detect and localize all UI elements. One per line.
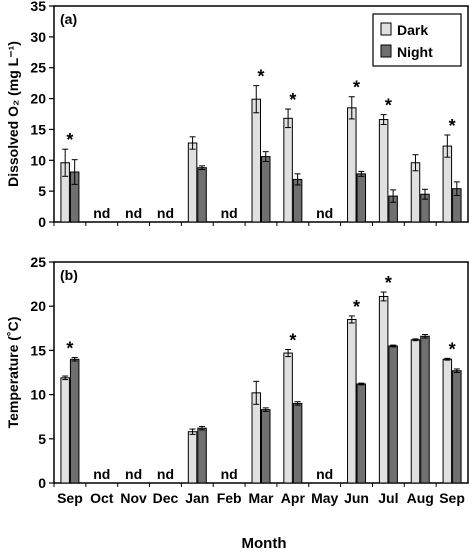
legend-night-label: Night <box>397 44 433 60</box>
dark-bar <box>347 107 357 223</box>
panel-label: (a) <box>60 11 77 27</box>
nd-label: nd <box>93 205 110 221</box>
y-tick-label: 20 <box>30 91 46 107</box>
y-axis-title: Temperature (˚C) <box>5 317 21 429</box>
night-bar <box>420 335 430 484</box>
y-tick-label: 20 <box>30 298 46 314</box>
night-bar <box>197 167 207 223</box>
y-axis-title: Dissolved O₂ (mg L⁻¹) <box>5 41 21 187</box>
dark-bar <box>283 117 293 223</box>
night-bar <box>388 345 398 484</box>
significance-star: * <box>449 339 456 359</box>
nd-label: nd <box>316 466 333 482</box>
x-tick-label: Oct <box>90 490 114 506</box>
night-bar <box>356 383 367 484</box>
x-axis-title: Month <box>242 535 287 552</box>
panel-a: 0 5 10 15 20 25 30 35 Dissolved O₂ (mg L⁻¹) (a) * n… <box>5 0 469 230</box>
significance-star: * <box>449 116 456 136</box>
dark-bar <box>283 352 293 484</box>
y-tick-label: 0 <box>38 214 46 230</box>
significance-star: * <box>289 331 296 351</box>
dark-bar <box>60 377 70 484</box>
night-bar <box>292 402 303 484</box>
nd-label: nd <box>157 466 174 482</box>
significance-star: * <box>385 273 392 293</box>
y-tick-label: 35 <box>30 0 46 14</box>
x-tick-label: May <box>311 490 338 506</box>
panel-label: (b) <box>60 267 78 283</box>
y-tick-label: 25 <box>30 254 46 270</box>
night-bar <box>292 178 303 223</box>
dark-bar <box>410 162 421 223</box>
night-bar <box>452 370 462 484</box>
dark-bar <box>378 119 389 223</box>
y-tick-label: 0 <box>38 475 46 491</box>
dark-bar <box>251 392 261 484</box>
x-tick-label: Apr <box>281 490 306 506</box>
nd-label: nd <box>221 466 238 482</box>
nd-label: nd <box>221 205 238 221</box>
night-bar <box>197 427 207 484</box>
significance-star: * <box>257 67 264 87</box>
dark-bar <box>187 142 198 223</box>
night-bar <box>261 409 271 484</box>
night-bar <box>356 173 367 223</box>
nd-label: nd <box>316 205 333 221</box>
x-tick-label: Jan <box>185 490 209 506</box>
significance-star: * <box>385 96 392 116</box>
significance-star: * <box>353 297 360 317</box>
y-tick-label: 10 <box>30 152 46 168</box>
significance-star: * <box>289 90 296 110</box>
nd-label: nd <box>125 466 142 482</box>
x-tick-label: Jun <box>344 490 369 506</box>
significance-star: * <box>66 338 73 358</box>
night-bar <box>69 358 80 484</box>
x-tick-label: Jul <box>378 490 398 506</box>
night-bar <box>261 156 271 223</box>
x-tick-label: Nov <box>120 490 147 506</box>
nd-label: nd <box>157 205 174 221</box>
dark-bar <box>410 339 421 484</box>
x-tick-label: Feb <box>217 490 242 506</box>
significance-star: * <box>353 78 360 98</box>
legend-dark-label: Dark <box>397 22 428 38</box>
y-tick-label: 15 <box>30 342 46 358</box>
x-tick-label: Aug <box>407 490 434 506</box>
dark-bar <box>251 98 261 223</box>
significance-star: * <box>66 130 73 150</box>
dark-bar <box>378 295 389 484</box>
y-tick-label: 25 <box>30 60 46 76</box>
dark-bar <box>347 318 357 484</box>
x-tick-label: Sep <box>439 490 465 506</box>
x-tick-label: Sep <box>57 490 83 506</box>
y-tick-label: 30 <box>30 29 46 45</box>
nd-label: nd <box>93 466 110 482</box>
y-tick-label: 15 <box>30 121 46 137</box>
x-tick-label: Dec <box>153 490 179 506</box>
legend-night-swatch <box>380 44 392 58</box>
legend-dark-swatch <box>380 22 392 36</box>
y-tick-label: 10 <box>30 387 46 403</box>
y-tick-label: 5 <box>38 431 46 447</box>
y-tick-label: 5 <box>38 183 46 199</box>
nd-label: nd <box>125 205 142 221</box>
x-tick-label: Mar <box>249 490 274 506</box>
dark-bar <box>442 358 453 484</box>
dark-bar <box>187 431 198 484</box>
